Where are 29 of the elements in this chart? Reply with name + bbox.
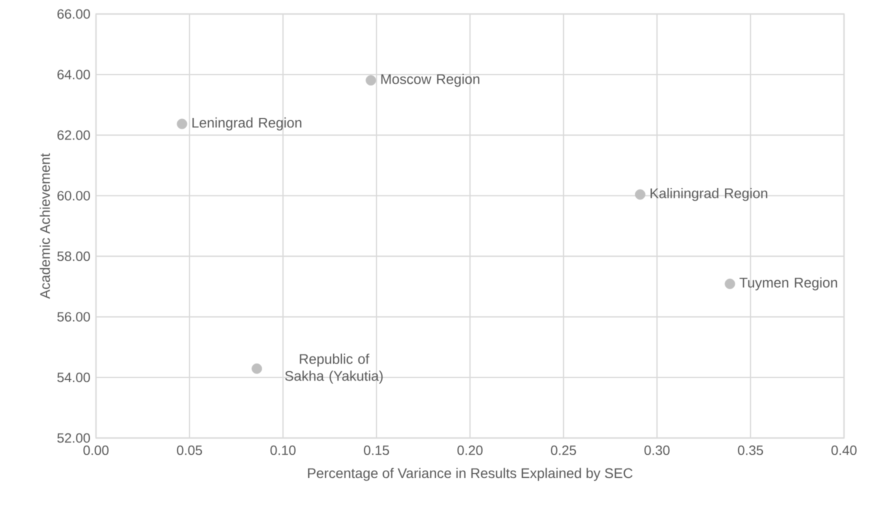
- x-tick-label: 0.15: [364, 446, 390, 456]
- y-tick-label: 56.00: [57, 312, 90, 322]
- x-tick-label: 0.25: [550, 446, 576, 456]
- x-tick-label: 0.20: [457, 446, 483, 456]
- x-tick-label: 0.30: [644, 446, 670, 456]
- x-tick-label: 0.05: [176, 446, 202, 456]
- y-tick-label: 58.00: [57, 252, 90, 262]
- x-tick-label: 0.10: [270, 446, 296, 456]
- annotation: Kaliningrad Region: [650, 188, 768, 201]
- y-tick-label: 64.00: [58, 70, 90, 80]
- y-axis-title: Academic Achievement: [40, 153, 50, 299]
- x-tick-label: 0.40: [831, 446, 857, 456]
- point: [366, 75, 376, 86]
- annotation: Republic of Sakha (Yakutia): [285, 354, 383, 384]
- y-tick-label: 60.00: [58, 190, 90, 200]
- annotation: Tuymen Region: [740, 277, 838, 290]
- x-axis-title: Percentage of Variance in Results Explained by SEC: [308, 468, 632, 481]
- x-tick-label: 0.00: [83, 446, 109, 456]
- y-tick-label: 66.00: [58, 9, 90, 19]
- annotation: Moscow Region: [381, 74, 480, 87]
- point: [252, 363, 262, 374]
- annotation: Leningrad Region: [192, 117, 302, 130]
- point: [634, 189, 646, 200]
- point: [176, 118, 188, 130]
- y-tick-label: 62.00: [58, 130, 90, 140]
- y-tick-label: 52.00: [57, 433, 90, 443]
- y-tick-label: 54.00: [57, 372, 90, 382]
- point: [724, 278, 736, 290]
- x-tick-label: 0.35: [738, 446, 764, 456]
